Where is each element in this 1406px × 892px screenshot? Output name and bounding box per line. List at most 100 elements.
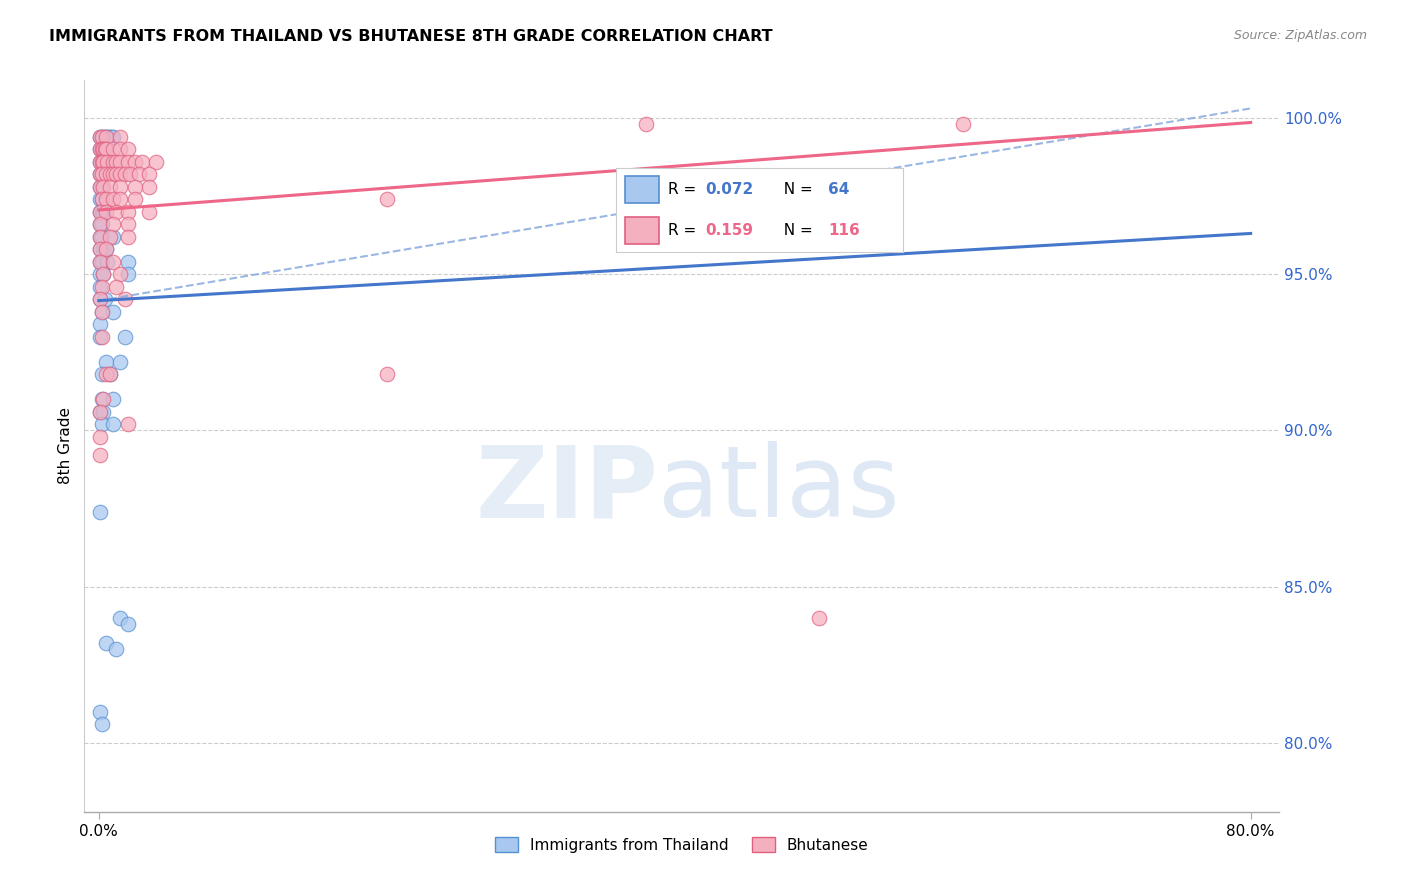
Point (98, 129, 121, 144)
Point (634, 117, 657, 131)
Point (101, 254, 124, 268)
Point (96, 154, 118, 169)
Point (96, 254, 118, 268)
Point (94, 192, 117, 206)
Point (807, 611, 830, 625)
Point (105, 642, 128, 657)
Point (94, 204, 117, 219)
Point (90, 304, 112, 318)
Point (94, 354, 117, 368)
Point (89, 317, 111, 331)
Point (97, 129, 120, 144)
Text: atlas: atlas (658, 442, 900, 539)
Point (89, 229, 111, 244)
Point (110, 154, 132, 169)
Point (110, 611, 132, 625)
Point (90, 192, 112, 206)
Point (117, 617, 139, 632)
Point (91, 267, 114, 281)
Point (90, 329, 112, 343)
Point (89, 242, 111, 256)
Point (105, 279, 128, 293)
Point (89, 179, 111, 194)
Point (90, 417, 112, 431)
Point (89, 142, 111, 156)
Point (101, 129, 124, 144)
Point (128, 167, 150, 181)
Point (98, 367, 121, 381)
Point (110, 192, 132, 206)
Point (375, 192, 398, 206)
Point (117, 267, 139, 281)
Point (145, 154, 167, 169)
Point (117, 254, 139, 268)
Point (110, 354, 132, 368)
Point (98, 179, 121, 194)
Point (105, 204, 128, 219)
Point (90, 129, 112, 144)
Point (138, 179, 160, 194)
Point (91, 154, 114, 169)
Point (89, 154, 111, 169)
Point (93, 142, 115, 156)
Point (89, 129, 111, 144)
Point (90, 717, 112, 731)
Point (89, 705, 111, 719)
Point (89, 404, 111, 418)
Point (101, 417, 124, 431)
Point (90, 179, 112, 194)
Point (98, 229, 121, 244)
Point (124, 154, 146, 169)
Point (90, 254, 112, 268)
Point (94, 129, 117, 144)
Point (90, 229, 112, 244)
Point (89, 404, 111, 418)
Point (89, 142, 111, 156)
Point (89, 254, 111, 268)
Point (89, 292, 111, 306)
Point (94, 367, 117, 381)
Point (93, 142, 115, 156)
Point (94, 167, 117, 181)
Point (101, 154, 124, 169)
Point (90, 279, 112, 293)
Point (91, 179, 114, 194)
Point (89, 217, 111, 231)
Point (94, 142, 117, 156)
Point (138, 167, 160, 181)
Point (91, 142, 114, 156)
Point (89, 505, 111, 519)
Point (90, 204, 112, 219)
Point (114, 167, 136, 181)
Point (90, 142, 112, 156)
Legend: Immigrants from Thailand, Bhutanese: Immigrants from Thailand, Bhutanese (489, 831, 875, 859)
Point (91, 404, 114, 418)
Point (90, 129, 112, 144)
Point (91, 392, 114, 406)
Point (93, 129, 115, 144)
Point (101, 167, 124, 181)
Point (89, 204, 111, 219)
Point (90, 304, 112, 318)
Point (91, 204, 114, 219)
Point (117, 142, 139, 156)
Point (89, 167, 111, 181)
Point (114, 292, 136, 306)
Point (91, 242, 114, 256)
Point (110, 179, 132, 194)
Point (110, 167, 132, 181)
Point (89, 167, 111, 181)
Point (89, 429, 111, 443)
Point (89, 279, 111, 293)
Point (90, 392, 112, 406)
Point (89, 267, 111, 281)
Point (89, 129, 111, 144)
Point (89, 449, 111, 463)
Point (117, 154, 139, 169)
Point (98, 167, 121, 181)
Point (89, 217, 111, 231)
Point (89, 204, 111, 219)
Point (110, 129, 132, 144)
Point (90, 167, 112, 181)
Point (101, 229, 124, 244)
